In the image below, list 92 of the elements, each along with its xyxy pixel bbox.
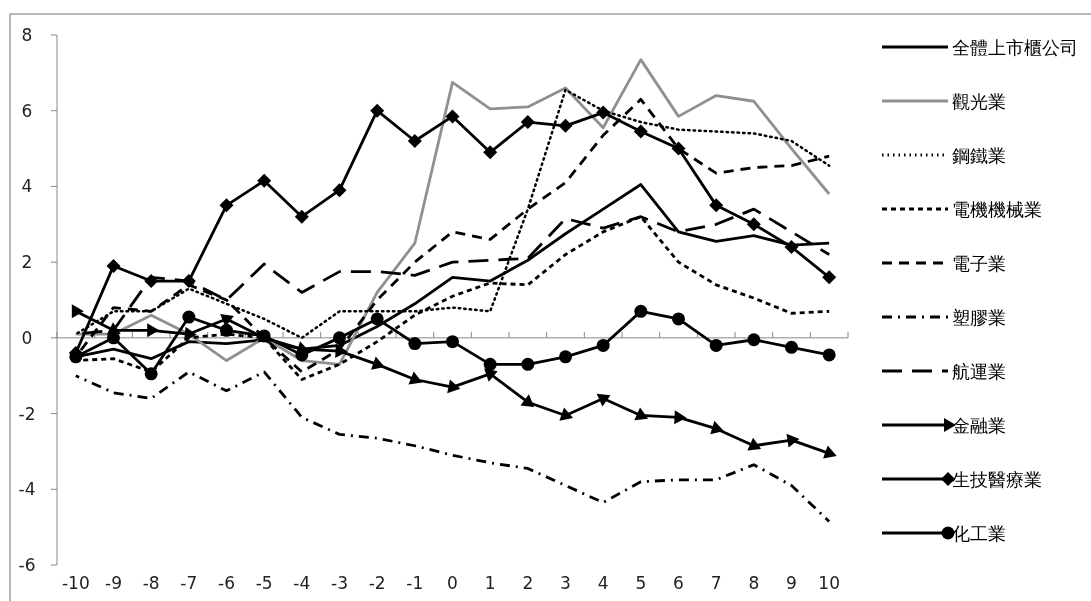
x-tick-label: -9	[105, 573, 122, 593]
point	[220, 313, 234, 327]
point	[710, 420, 724, 435]
point	[371, 356, 385, 370]
x-tick-label: -1	[406, 573, 424, 593]
x-tick-label: 3	[560, 573, 571, 593]
point	[219, 198, 234, 213]
point	[674, 410, 687, 425]
point	[785, 340, 798, 354]
x-tick-label: 5	[635, 573, 647, 593]
point	[822, 270, 837, 285]
point	[634, 304, 648, 318]
point	[747, 333, 761, 347]
legend-label: 塑膠業	[952, 307, 1006, 328]
y-tick-label: 0	[21, 327, 33, 348]
point	[370, 103, 385, 118]
point	[520, 115, 535, 130]
point	[446, 335, 459, 349]
point	[182, 310, 196, 324]
y-tick-label: 8	[21, 25, 33, 45]
y-tick-label: 4	[21, 176, 33, 197]
point	[370, 312, 384, 326]
x-tick-label: 2	[522, 573, 534, 593]
x-tick-label: -7	[180, 573, 198, 593]
x-tick-label: -10	[61, 573, 90, 593]
x-tick-label: -2	[368, 573, 386, 593]
point	[144, 367, 158, 381]
point	[335, 343, 348, 358]
point	[747, 437, 762, 451]
point	[257, 173, 272, 188]
point	[786, 433, 800, 448]
point	[559, 350, 572, 364]
legend-label: 航運業	[952, 361, 1006, 382]
point	[181, 274, 196, 289]
point	[634, 407, 649, 421]
x-tick-label: 0	[447, 573, 458, 593]
x-tick-label: 9	[786, 573, 797, 593]
point	[746, 217, 761, 232]
legend-label: 金融業	[952, 415, 1006, 436]
point	[822, 348, 836, 362]
x-tick-label: 1	[484, 573, 496, 593]
y-tick-label: -6	[18, 555, 36, 575]
point	[596, 105, 611, 120]
x-tick-label: 8	[748, 573, 760, 593]
x-tick-label: 4	[597, 573, 609, 593]
point	[408, 337, 422, 351]
point	[220, 323, 233, 337]
point	[633, 124, 648, 139]
point	[407, 134, 422, 148]
point	[333, 331, 346, 345]
point	[596, 338, 610, 352]
y-tick-label: 6	[21, 100, 33, 121]
x-tick-label: 7	[710, 573, 722, 593]
point	[332, 183, 347, 198]
x-tick-label: -3	[331, 573, 348, 593]
legend-label: 電子業	[952, 253, 1006, 274]
x-tick-label: 6	[673, 573, 684, 593]
x-tick-label: -8	[142, 573, 160, 593]
legend-label: 鋼鐵業	[952, 145, 1006, 166]
x-tick-label: -5	[255, 573, 273, 593]
point	[408, 371, 423, 385]
point	[784, 240, 799, 254]
point	[672, 312, 685, 326]
point	[709, 198, 724, 213]
point	[521, 357, 535, 371]
legend-label: 生技醫療業	[952, 469, 1042, 490]
point	[483, 145, 498, 160]
legend-label: 觀光業	[952, 91, 1006, 112]
point	[144, 274, 159, 289]
point	[445, 109, 460, 124]
legend-label: 電機機械業	[952, 199, 1042, 220]
legend-label: 化工業	[952, 523, 1006, 544]
x-tick-label: -6	[218, 573, 235, 593]
point	[483, 357, 497, 371]
x-tick-label: 10	[818, 573, 840, 593]
y-tick-label: -2	[18, 403, 36, 424]
point	[184, 326, 197, 341]
point	[709, 338, 723, 352]
point	[520, 394, 535, 408]
point	[447, 379, 461, 394]
y-tick-label: 2	[21, 252, 33, 273]
point	[558, 118, 573, 133]
point	[596, 393, 611, 407]
point	[823, 445, 837, 459]
point	[671, 141, 686, 156]
x-tick-label: -4	[293, 573, 311, 593]
y-tick-label: -4	[18, 479, 36, 500]
point	[71, 304, 84, 319]
legend-label: 全體上市櫃公司	[952, 37, 1078, 58]
point	[106, 258, 121, 273]
point	[294, 209, 309, 224]
point	[559, 407, 574, 421]
